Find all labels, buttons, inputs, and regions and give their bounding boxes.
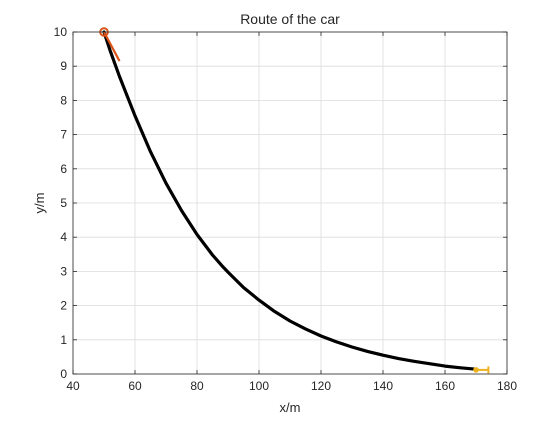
y-tick-label: 4 xyxy=(60,230,67,244)
y-tick-label: 5 xyxy=(60,196,67,210)
tick-layer: 40 60 80 100 120 140 160 180 0 1 2 3 4 5 6 7 8 9 10 xyxy=(54,25,518,393)
plot-layer xyxy=(99,27,490,374)
y-tick-label: 10 xyxy=(54,25,68,39)
grid-layer xyxy=(72,31,508,375)
start-heading-line xyxy=(103,31,121,62)
chart-title: Route of the car xyxy=(240,11,340,27)
y-tick-label: 6 xyxy=(60,162,67,176)
x-tick-label: 100 xyxy=(249,379,269,393)
y-tick-label: 0 xyxy=(60,367,67,381)
x-tick-label: 140 xyxy=(373,379,393,393)
x-tick-label: 80 xyxy=(190,379,204,393)
x-tick-label: 60 xyxy=(128,379,142,393)
y-tick-label: 2 xyxy=(60,299,67,313)
x-tick-label: 160 xyxy=(435,379,455,393)
y-axis-label: y/m xyxy=(32,193,47,214)
y-tick-label: 3 xyxy=(60,264,67,278)
y-tick-label: 8 xyxy=(60,93,67,107)
y-tick-label: 7 xyxy=(60,128,67,142)
x-tick-label: 40 xyxy=(66,379,80,393)
y-tick-label: 9 xyxy=(60,59,67,73)
route-line xyxy=(102,30,478,371)
end-marker xyxy=(473,367,479,373)
x-tick-label: 180 xyxy=(497,379,517,393)
y-tick-label: 1 xyxy=(60,333,67,347)
x-tick-label: 120 xyxy=(311,379,331,393)
x-axis-label: x/m xyxy=(280,400,301,415)
